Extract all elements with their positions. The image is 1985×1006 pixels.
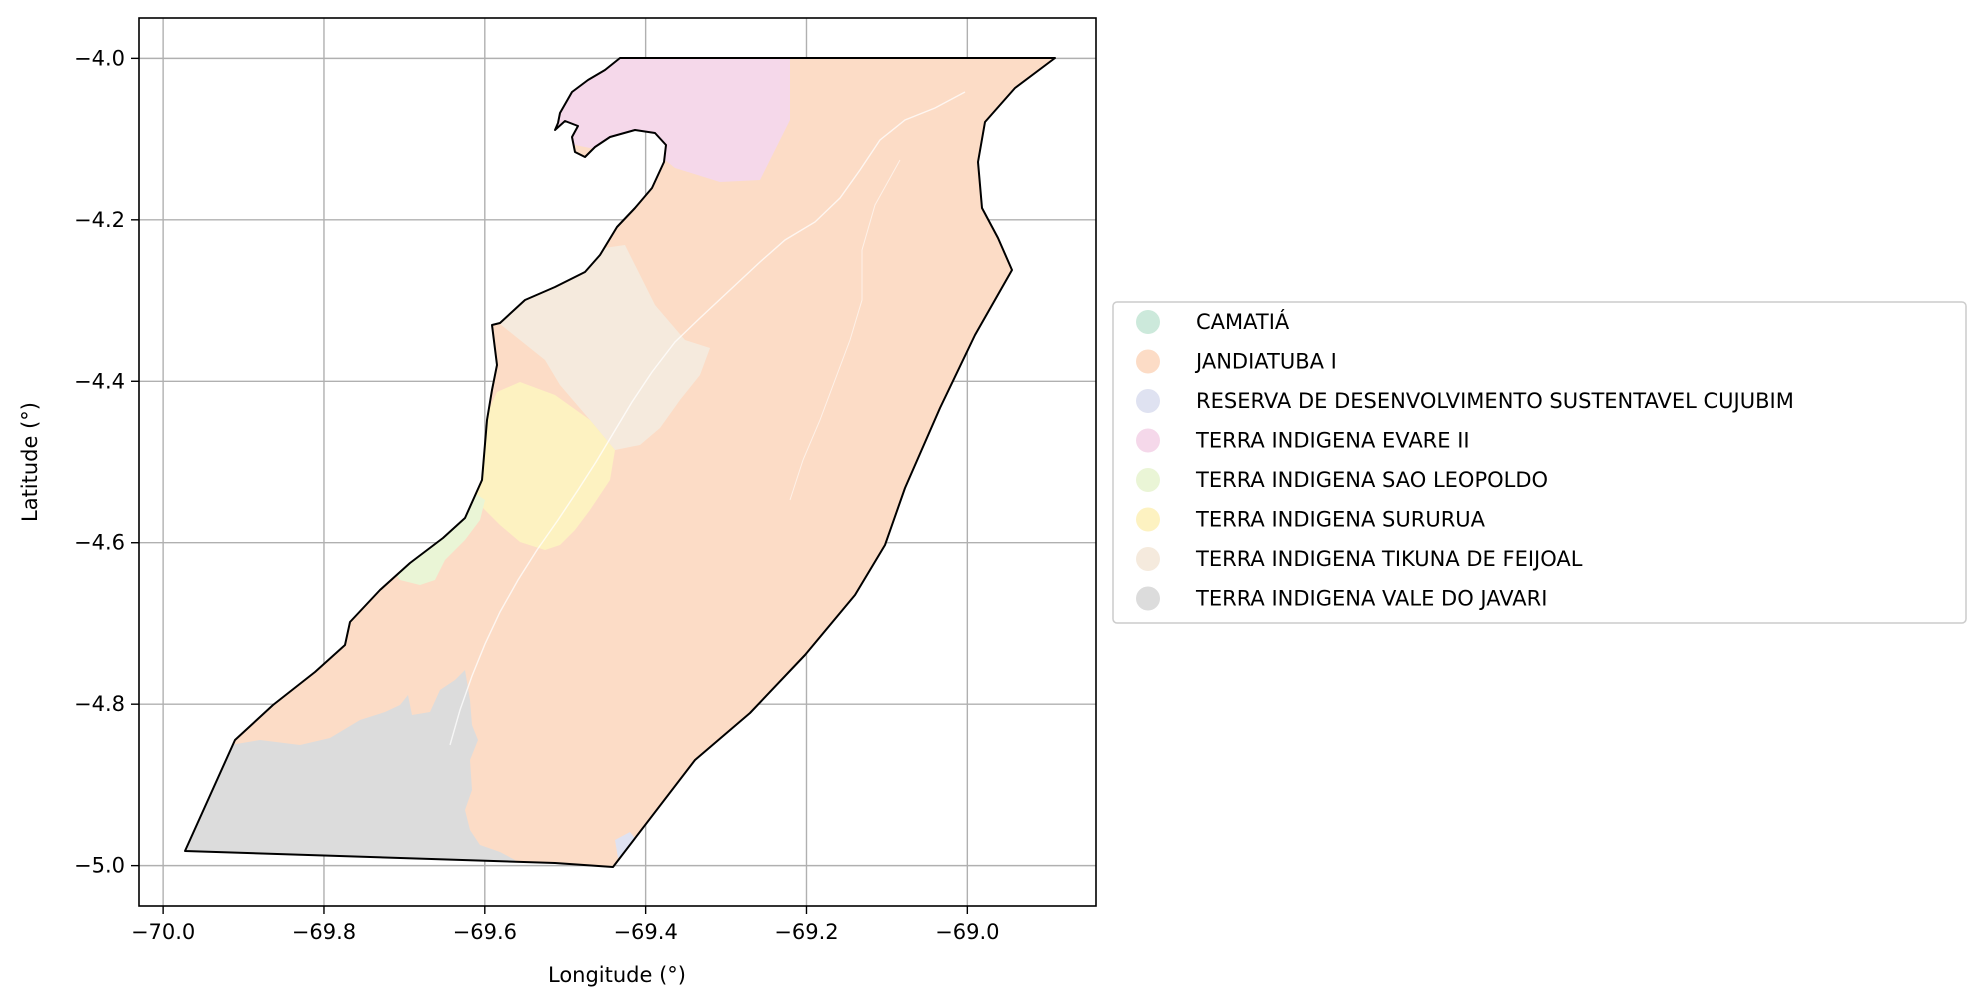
y-tick-label: −4.8	[74, 692, 125, 716]
legend: CAMATIÁ JANDIATUBA I RESERVA DE DESENVOLVI…	[1112, 301, 1967, 624]
legend-swatch	[1136, 468, 1160, 492]
legend-label: TERRA INDIGENA VALE DO JAVARI	[1195, 587, 1547, 611]
y-tick-label: −5.0	[74, 854, 125, 878]
y-tick-label: −4.0	[74, 46, 125, 70]
y-axis-ticks: −4.0 −4.2 −4.4 −4.6 −4.8 −5.0	[74, 46, 139, 878]
y-tick-label: −4.4	[74, 369, 125, 393]
legend-label: TERRA INDIGENA SURURUA	[1195, 508, 1486, 532]
legend-swatch	[1136, 389, 1160, 413]
x-tick-label: −69.4	[613, 920, 677, 944]
x-tick-label: −70.0	[131, 920, 195, 944]
legend-swatch	[1136, 547, 1160, 571]
municipality-boundary	[184, 57, 1056, 868]
legend-label: TERRA INDIGENA EVARE II	[1195, 429, 1470, 453]
region-terra-indigena-tikuna-de-feijoal	[480, 245, 710, 450]
x-axis-label: Longitude (°)	[548, 963, 686, 987]
stream-line	[789, 159, 901, 501]
legend-swatch	[1136, 310, 1160, 334]
legend-swatch	[1136, 586, 1160, 611]
region-terra-indigena-evare-ii	[550, 58, 790, 182]
x-tick-label: −69.6	[453, 920, 517, 944]
legend-label: JANDIATUBA I	[1194, 350, 1337, 374]
y-tick-label: −4.6	[74, 531, 125, 555]
x-tick-label: −69.2	[774, 920, 838, 944]
y-axis-label: Latitude (°)	[18, 402, 42, 522]
legend-entries: CAMATIÁ JANDIATUBA I RESERVA DE DESENVOLVI…	[1136, 309, 1794, 611]
x-tick-label: −69.8	[292, 920, 356, 944]
legend-swatch	[1136, 507, 1160, 532]
legend-box	[1112, 301, 1967, 624]
plot-frame	[138, 17, 1097, 907]
x-tick-label: −69.0	[935, 920, 999, 944]
legend-swatch	[1136, 428, 1160, 453]
region-terra-indigena-vale-do-javari	[185, 670, 520, 867]
y-tick-label: −4.2	[74, 208, 125, 232]
legend-label: CAMATIÁ	[1196, 309, 1290, 334]
legend-swatch	[1136, 349, 1160, 374]
river-line	[449, 91, 966, 746]
region-terra-indigena-sururua	[470, 382, 615, 550]
x-axis-ticks: −70.0 −69.8 −69.6 −69.4 −69.2 −69.0	[131, 906, 1000, 944]
map-regions	[185, 58, 1055, 867]
legend-label: TERRA INDIGENA TIKUNA DE FEIJOAL	[1195, 547, 1583, 571]
legend-label: TERRA INDIGENA SAO LEOPOLDO	[1195, 468, 1548, 492]
legend-label: RESERVA DE DESENVOLVIMENTO SUSTENTAVEL C…	[1196, 389, 1794, 413]
